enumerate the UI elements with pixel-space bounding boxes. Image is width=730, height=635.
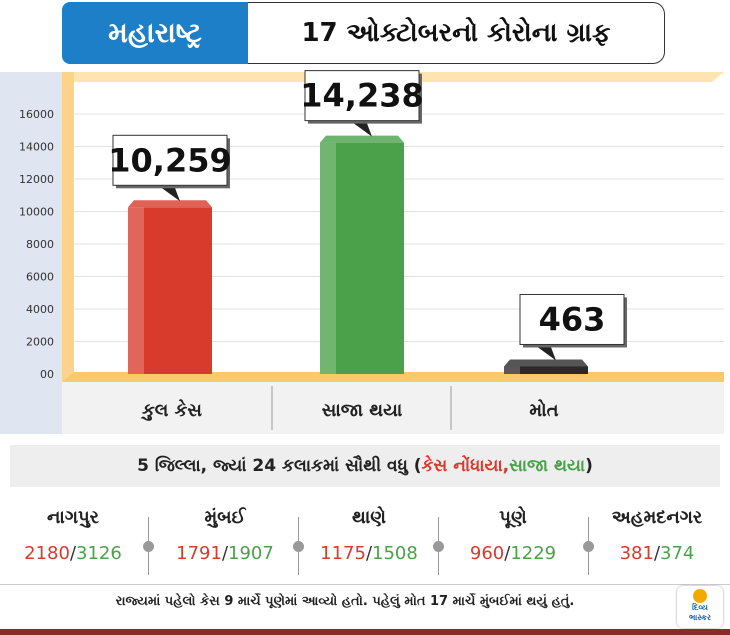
district-values: 960/1229: [469, 543, 557, 564]
legend-separator: ,: [502, 456, 510, 476]
bar-highlight: [504, 366, 520, 374]
y-tick-label: 12000: [19, 173, 54, 186]
district-item: મુંબઈ 1791/1907: [152, 505, 298, 564]
separator-dot: [583, 541, 594, 552]
label-box: [112, 134, 228, 186]
divya-bhaskar-logo: દિવ્ય ભાસ્કર: [677, 586, 723, 628]
separator-dot: [433, 541, 444, 552]
district-cases: 1791: [176, 543, 222, 564]
district-cases: 1175: [320, 543, 366, 564]
state-label: મહારાષ્ટ્ર: [62, 2, 248, 64]
chart-left-wall: [62, 72, 74, 384]
district-recovered: 1508: [372, 543, 418, 564]
legend-cases: કેસ નોંધાયા: [421, 456, 503, 476]
y-tick-label: 14000: [19, 141, 54, 154]
district-recovered: 1229: [510, 543, 557, 564]
bar-group: 463: [504, 293, 627, 374]
value-label: 463: [539, 300, 606, 338]
y-tick-label: 00: [40, 368, 54, 381]
bar-highlight: [128, 207, 144, 374]
bar-top: [128, 200, 212, 208]
y-tick-label: 8000: [26, 238, 54, 251]
label-box: [519, 293, 625, 345]
label-pointer: [158, 185, 180, 202]
label-pointer: [534, 344, 556, 361]
bar: [128, 207, 212, 374]
chart-left-panel: [0, 72, 62, 434]
category-label: કુલ કેસ: [140, 399, 202, 421]
district-recovered: 3126: [76, 543, 122, 564]
districts-title: 5 જિલ્લા, જ્યાં 24 કલાકમાં સૌથી વધુ (કેસ…: [10, 445, 720, 487]
label-pointer: [350, 120, 372, 137]
footer-note: રાજ્યમાં પહેલો કેસ 9 માર્ચે પૂણેમાં આવ્ય…: [115, 594, 575, 609]
district-cases: 2180: [24, 543, 70, 564]
district-cases: 960: [469, 543, 505, 564]
district-item: પૂણે 960/1229: [440, 505, 586, 564]
value-label: 10,259: [108, 141, 231, 179]
chart-floor: [62, 372, 724, 382]
district-values: 2180/3126: [24, 543, 122, 564]
district-values: 381/374: [619, 543, 695, 564]
district-item: નાગપુર 2180/3126: [0, 505, 146, 564]
logo-line-1: દિવ્ય: [692, 603, 708, 612]
bar-group: 14,238: [300, 70, 424, 374]
footer-divider: [0, 584, 730, 585]
district-item: થાણે 1175/1508: [296, 505, 442, 564]
bar-top: [504, 359, 588, 367]
bar-chart: 16000 14000 12000 10000 8000 6000 4000 2000 00 1…: [0, 70, 724, 434]
district-separator: [143, 517, 154, 575]
y-tick-label: 10000: [19, 206, 54, 219]
district-name: થાણે: [352, 507, 386, 528]
separator-dot: [293, 541, 304, 552]
y-tick-label: 6000: [26, 271, 54, 284]
y-tick-label: 2000: [26, 336, 54, 349]
bar: [504, 366, 588, 374]
y-tick-label: 4000: [26, 303, 54, 316]
districts-title-suffix: ): [585, 456, 593, 476]
bar-group: 10,259: [108, 134, 232, 374]
category-label: સાજા થયા: [322, 400, 403, 421]
district-values: 1175/1508: [320, 543, 418, 564]
header: મહારાષ્ટ્ર 17 ઓક્ટોબરનો કોરોના ગ્રાફ: [62, 2, 666, 64]
districts-title-prefix: 5 જિલ્લા, જ્યાં 24 કલાકમાં સૌથી વધુ (: [137, 456, 422, 476]
district-item: અહમદનગર 381/374: [584, 505, 730, 564]
logo-line-2: ભાસ્કર: [688, 613, 712, 622]
category-strip: [62, 382, 724, 434]
district-name: મુંબઈ: [204, 507, 246, 528]
logo-sun-icon: [693, 589, 707, 603]
y-tick-label: 16000: [19, 108, 54, 121]
separator-dot: [143, 541, 154, 552]
district-name: નાગપુર: [47, 507, 99, 528]
bar: [320, 142, 404, 374]
district-cases: 381: [619, 543, 654, 564]
bar-top: [320, 135, 404, 143]
category-label: મોત: [529, 399, 558, 421]
district-name: પૂણે: [499, 507, 527, 528]
district-list: નાગપુર 2180/3126 મુંબઈ 1791/1907 થાણે 11…: [0, 505, 730, 583]
district-separator: [293, 517, 304, 575]
chart-title: 17 ઓક્ટોબરનો કોરોના ગ્રાફ: [248, 2, 665, 64]
district-values: 1791/1907: [176, 543, 274, 564]
bottom-strip: [0, 629, 730, 635]
district-recovered: 1907: [228, 543, 274, 564]
legend-recovered: સાજા થયા: [509, 456, 586, 476]
district-name: અહમદનગર: [611, 507, 703, 528]
district-recovered: 374: [660, 543, 695, 564]
bar-highlight: [320, 142, 336, 374]
value-label: 14,238: [300, 77, 423, 115]
district-separator: [433, 517, 444, 575]
label-box: [304, 70, 420, 122]
district-separator: [583, 517, 594, 575]
